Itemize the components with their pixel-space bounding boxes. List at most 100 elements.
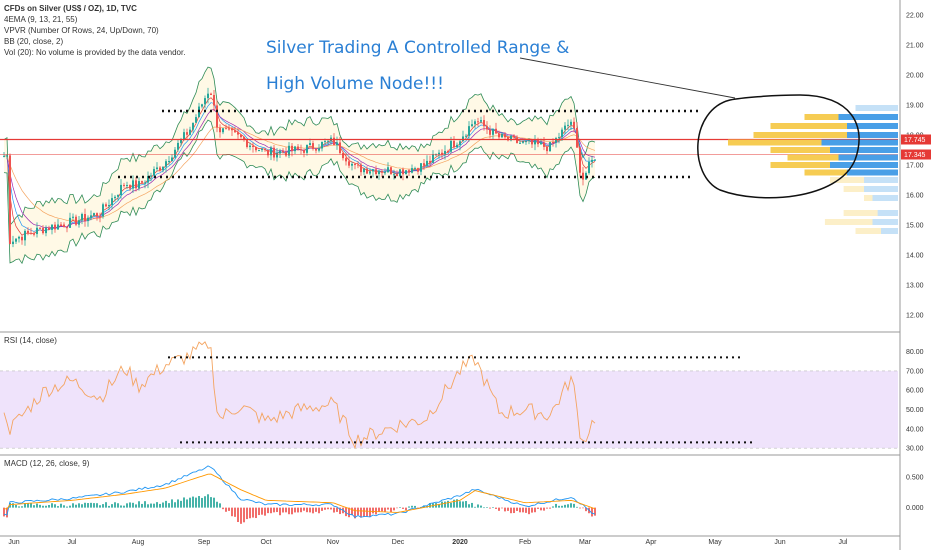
candle-body xyxy=(465,135,467,137)
macd-histogram-bar xyxy=(243,507,245,523)
macd-histogram-bar xyxy=(576,506,578,508)
macd-histogram-bar xyxy=(309,507,311,513)
macd-histogram-bar xyxy=(534,507,536,513)
candle-body xyxy=(384,172,386,174)
candle-body xyxy=(501,134,503,138)
macd-histogram-bar xyxy=(33,505,35,508)
candle-body xyxy=(360,164,362,173)
macd-histogram-bar xyxy=(267,507,269,514)
candle-body xyxy=(141,181,143,183)
macd-histogram-bar xyxy=(99,505,101,508)
candle-body xyxy=(549,142,551,152)
candle-body xyxy=(510,135,512,141)
candle-body xyxy=(363,168,365,173)
macd-histogram-bar xyxy=(429,503,431,508)
candle-body xyxy=(72,216,74,218)
candle-body xyxy=(129,185,131,189)
macd-histogram-bar xyxy=(21,506,23,508)
candle-body xyxy=(216,105,218,128)
candle-body xyxy=(459,141,461,145)
candle-body xyxy=(51,224,53,230)
macd-histogram-bar xyxy=(225,507,227,512)
candle-body xyxy=(105,204,107,207)
macd-histogram-bar xyxy=(93,503,95,508)
volume-profile-down xyxy=(872,219,898,225)
macd-histogram-bar xyxy=(27,503,29,508)
macd-histogram-bar xyxy=(273,507,275,513)
candle-body xyxy=(249,145,251,148)
x-tick-label: Jul xyxy=(839,539,848,546)
candle-body xyxy=(42,228,44,234)
candle-body xyxy=(75,216,77,225)
annotation-line-2: High Volume Node!!! xyxy=(266,74,444,94)
volume-profile-down xyxy=(838,154,898,161)
macd-histogram-bar xyxy=(180,500,182,508)
macd-histogram-bar xyxy=(234,507,236,517)
annotation-arrow xyxy=(519,57,736,99)
macd-histogram-bar xyxy=(423,505,425,508)
rsi-tick-label: 30.00 xyxy=(906,446,924,453)
x-tick-label: Oct xyxy=(261,539,272,546)
candle-body xyxy=(525,141,527,143)
macd-histogram-bar xyxy=(285,507,287,513)
macd-histogram-bar xyxy=(183,497,185,508)
macd-histogram-bar xyxy=(543,507,545,511)
candle-body xyxy=(324,141,326,143)
macd-histogram-bar xyxy=(552,506,554,508)
macd-histogram-bar xyxy=(390,507,392,513)
candle-body xyxy=(333,137,335,146)
macd-histogram-bar xyxy=(117,503,119,508)
candle-body xyxy=(219,127,221,133)
candle-body xyxy=(444,151,446,155)
macd-histogram-bar xyxy=(219,503,221,508)
candle-body xyxy=(111,198,113,206)
macd-histogram-bar xyxy=(324,507,326,510)
candle-body xyxy=(402,169,404,175)
macd-histogram-bar xyxy=(474,506,476,508)
x-tick-label: Apr xyxy=(646,539,658,546)
macd-histogram-bar xyxy=(378,507,380,512)
candle-body xyxy=(222,128,224,133)
macd-histogram-bar xyxy=(36,503,38,508)
macd-histogram-bar xyxy=(114,502,116,508)
macd-histogram-bar xyxy=(57,506,59,508)
macd-histogram-bar xyxy=(450,502,452,508)
candle-body xyxy=(201,104,203,107)
volume-profile-down xyxy=(855,105,898,111)
candle-body xyxy=(108,205,110,207)
candle-body xyxy=(489,129,491,135)
candle-body xyxy=(477,121,479,123)
candle-body xyxy=(291,145,293,152)
x-tick-label: Feb xyxy=(519,539,531,546)
candle-body xyxy=(99,216,101,218)
volume-profile-up xyxy=(770,162,830,168)
macd-histogram-bar xyxy=(525,507,527,513)
macd-histogram-bar xyxy=(6,507,8,518)
macd-histogram-bar xyxy=(291,507,293,515)
candle-body xyxy=(426,160,428,166)
candle-body xyxy=(300,149,302,151)
candle-body xyxy=(237,132,239,135)
macd-histogram-bar xyxy=(102,504,104,508)
candle-body xyxy=(117,195,119,197)
price-tick-label: 13.00 xyxy=(906,283,924,290)
macd-tick-label: 0.000 xyxy=(906,505,924,512)
candle-body xyxy=(144,182,146,184)
candle-body xyxy=(543,142,545,147)
macd-histogram-bar xyxy=(411,505,413,508)
macd-histogram-bar xyxy=(165,500,167,508)
candle-body xyxy=(177,142,179,150)
macd-histogram-bar xyxy=(393,507,395,511)
macd-histogram-bar xyxy=(261,507,263,515)
macd-histogram-bar xyxy=(147,504,149,508)
macd-histogram-bar xyxy=(153,503,155,508)
candle-body xyxy=(276,153,278,158)
macd-histogram-bar xyxy=(519,507,521,513)
macd-histogram-bar xyxy=(357,507,359,516)
candle-body xyxy=(267,149,269,156)
candle-body xyxy=(342,153,344,159)
rsi-band xyxy=(0,370,898,449)
x-tick-label: Mar xyxy=(579,539,592,546)
macd-histogram-bar xyxy=(573,503,575,508)
